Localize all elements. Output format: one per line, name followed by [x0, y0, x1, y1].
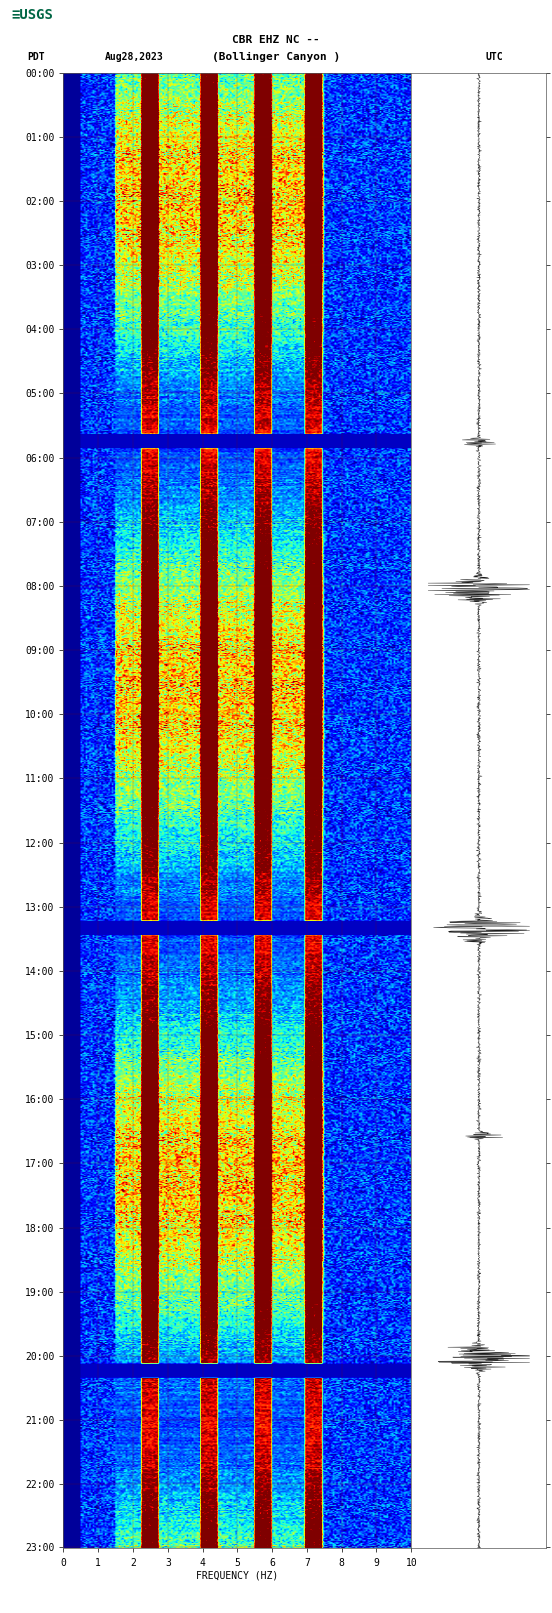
Text: CBR EHZ NC --: CBR EHZ NC --: [232, 35, 320, 45]
Text: ≡USGS: ≡USGS: [11, 8, 53, 23]
Text: (Bollinger Canyon ): (Bollinger Canyon ): [212, 52, 340, 61]
Text: UTC: UTC: [486, 52, 503, 61]
Text: Aug28,2023: Aug28,2023: [105, 52, 163, 61]
X-axis label: FREQUENCY (HZ): FREQUENCY (HZ): [196, 1571, 279, 1581]
Text: PDT: PDT: [28, 52, 45, 61]
